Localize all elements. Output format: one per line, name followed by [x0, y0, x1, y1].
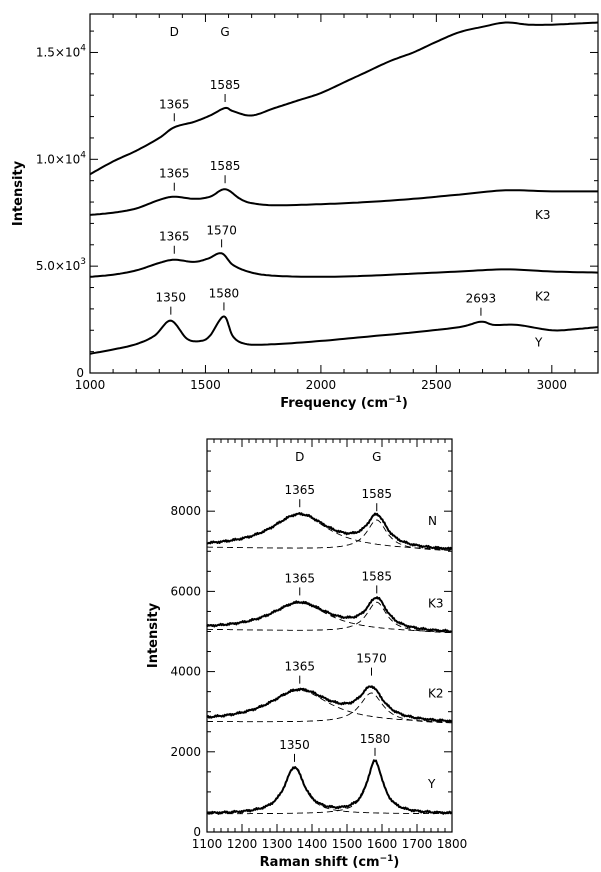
fit-sum-k3: [207, 596, 452, 632]
y-tick-label: 4000: [170, 665, 201, 679]
x-tick-label: 3000: [537, 378, 568, 392]
x-tick-label: 1800: [437, 837, 468, 851]
band-label: G: [220, 25, 229, 39]
fit-component-g-k2: [207, 692, 452, 724]
peak-annotation: 1350: [279, 738, 310, 752]
fit-sum-y: [207, 760, 452, 814]
peak-annotation: 1365: [284, 660, 315, 674]
x-tick-label: 1300: [262, 837, 293, 851]
peak-annotation: 1365: [284, 571, 315, 585]
peak-annotation: 1365: [284, 483, 315, 497]
y-tick-label: 8000: [170, 504, 201, 518]
series-label: K2: [428, 687, 444, 701]
x-tick-label: 1500: [190, 378, 221, 392]
x-axis-label: Raman shift (cm−1): [260, 854, 400, 870]
peak-annotation: 1570: [206, 223, 237, 237]
series-line-k3: [206, 596, 453, 634]
y-axis-label: Intensity: [11, 160, 26, 226]
peak-annotation: 1585: [361, 569, 392, 583]
peak-annotation: 1580: [360, 732, 391, 746]
peak-annotation: 1585: [361, 487, 392, 501]
peak-annotation: 1570: [356, 652, 387, 666]
band-label: G: [372, 450, 381, 464]
plot-frame: [89, 13, 599, 374]
series-label: K2: [535, 289, 551, 303]
plot-frame: [206, 438, 453, 833]
x-tick-label: 1000: [75, 378, 106, 392]
series-line-k2: [89, 252, 599, 278]
x-tick-label: 1100: [192, 837, 223, 851]
y-tick-label: 0: [76, 366, 84, 380]
band-label: D: [170, 25, 179, 39]
y-axis-label: Intensity: [146, 602, 161, 668]
x-tick-label: 1700: [402, 837, 433, 851]
band-label: D: [295, 450, 304, 464]
peak-annotation: 1585: [210, 78, 241, 92]
series-label: Y: [427, 777, 436, 791]
series-label: Y: [534, 335, 543, 349]
x-tick-label: 2000: [306, 378, 337, 392]
y-tick-label: 1.5×104: [36, 43, 86, 59]
fit-sum-n: [206, 513, 452, 550]
series-line-k2: [206, 685, 453, 723]
fit-sum-k2: [207, 685, 452, 722]
y-tick-label: 1.0×104: [36, 150, 86, 166]
peak-annotation: 1365: [159, 230, 190, 244]
peak-annotation: 1365: [159, 167, 190, 181]
series-label: K3: [428, 596, 444, 610]
panel-2: 1100 1200 1300 1400 1500 1600 1700 1800 0 2000 400…: [146, 438, 468, 870]
x-tick-label: 1600: [367, 837, 398, 851]
series-label: K3: [535, 208, 551, 222]
y-tick-label: 0: [193, 825, 201, 839]
peak-annotation: 2693: [466, 292, 497, 306]
series-line-y: [206, 759, 453, 815]
peak-annotation: 1580: [209, 286, 240, 300]
series-line-n: [89, 21, 599, 176]
series-label: N: [428, 514, 437, 528]
y-tick-label: 2000: [170, 745, 201, 759]
peak-annotation: 1350: [156, 291, 187, 305]
peak-annotation: 1365: [159, 97, 190, 111]
series-line-n: [206, 512, 453, 551]
x-tick-label: 1500: [332, 837, 363, 851]
x-tick-label: 1400: [297, 837, 328, 851]
series-line-k3: [89, 188, 598, 216]
y-tick-label: 5.0×103: [36, 257, 86, 273]
fit-component-g-k3: [207, 601, 452, 634]
x-tick-label: 1200: [227, 837, 258, 851]
series-line-y: [89, 315, 599, 355]
y-tick-label: 6000: [170, 584, 201, 598]
x-tick-label: 2500: [421, 378, 452, 392]
peak-annotation: 1585: [210, 159, 241, 173]
fit-component-g-n: [207, 519, 452, 551]
panel-1: 1000 1500 2000 2500 3000 0 5.0×103 1.0×104 1.5×1…: [11, 13, 599, 411]
x-axis-label: Frequency (cm−1): [280, 395, 408, 411]
